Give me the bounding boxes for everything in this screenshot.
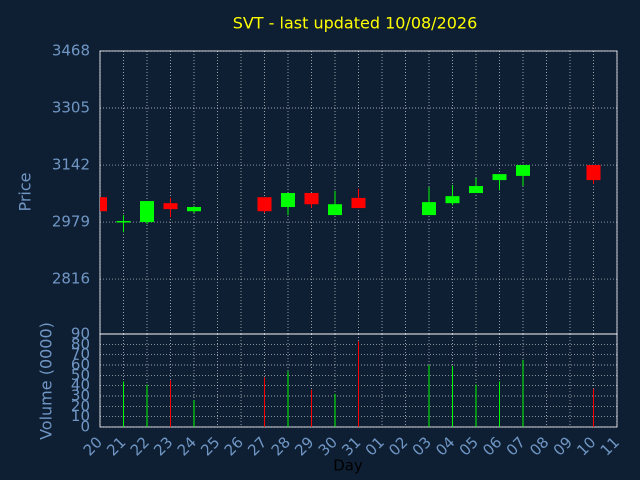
y-tick-label: 3468 <box>52 42 90 60</box>
x-tick-label: 28 <box>268 433 294 459</box>
y-tick-label: 40 <box>71 376 90 394</box>
x-tick-label: 25 <box>197 433 223 459</box>
y-tick-label: 3142 <box>52 156 90 174</box>
x-tick-label: 21 <box>103 433 129 459</box>
y-tick-label: 10 <box>71 407 90 425</box>
x-tick-label: 05 <box>456 433 482 459</box>
candle-body <box>304 193 319 205</box>
x-tick-label: 29 <box>291 433 317 459</box>
x-tick-label: 04 <box>432 433 458 459</box>
candle-body <box>257 197 272 212</box>
x-tick-label: 07 <box>503 433 529 459</box>
candle-body <box>116 221 131 223</box>
y-axis-label: Price <box>16 172 35 211</box>
x-tick-label: 20 <box>80 433 106 459</box>
y-tick-label: 30 <box>71 387 90 405</box>
x-tick-label: 02 <box>385 433 411 459</box>
candle-body <box>281 193 295 208</box>
x-tick-label: 22 <box>127 433 153 459</box>
y-tick-label: 50 <box>71 366 90 384</box>
candle-body <box>100 197 107 212</box>
y-tick-label: 90 <box>71 325 90 343</box>
x-tick-label: 26 <box>221 433 247 459</box>
x-tick-label: 01 <box>362 433 388 459</box>
candle-body <box>351 197 366 209</box>
x-tick-label: 06 <box>479 433 505 459</box>
y-tick-label: 20 <box>71 397 90 415</box>
x-tick-label: 08 <box>526 433 552 459</box>
candle-body <box>163 203 178 210</box>
candle-body <box>445 196 460 204</box>
chart-title: SVT - last updated 10/08/2026 <box>233 14 478 33</box>
x-tick-label: 09 <box>550 433 576 459</box>
candle-body <box>328 204 342 216</box>
candle-body <box>516 165 530 176</box>
candle-body <box>187 207 201 212</box>
x-tick-label: 03 <box>409 433 435 459</box>
candle-body <box>422 202 436 216</box>
y-tick-label: 80 <box>71 335 90 353</box>
x-tick-label: 24 <box>174 433 200 459</box>
y-tick-label: 0 <box>80 418 90 436</box>
y-axis-label: Volume (0000) <box>37 322 56 440</box>
x-tick-label: 10 <box>573 433 599 459</box>
candle-body <box>586 165 601 181</box>
candle-body <box>469 186 483 194</box>
y-tick-label: 2979 <box>52 213 90 231</box>
x-axis-label: Day <box>333 457 363 475</box>
candle-body <box>140 201 154 223</box>
x-tick-label: 23 <box>150 433 176 459</box>
y-tick-label: 60 <box>71 356 90 374</box>
x-tick-label: 11 <box>597 433 623 459</box>
candle-body <box>492 174 507 181</box>
x-tick-label: 27 <box>244 433 270 459</box>
y-tick-label: 70 <box>71 345 90 363</box>
y-tick-label: 3305 <box>52 99 90 117</box>
y-tick-label: 2816 <box>52 270 90 288</box>
